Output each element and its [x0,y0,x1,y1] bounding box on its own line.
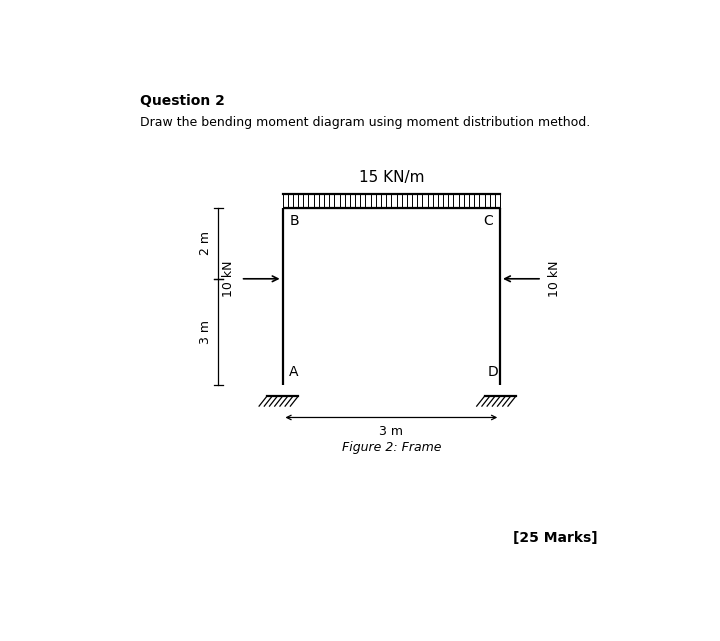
Text: [25 Marks]: [25 Marks] [513,531,598,545]
Text: 10 kN: 10 kN [548,260,561,297]
Text: 10 kN: 10 kN [222,260,235,297]
Text: 3 m: 3 m [199,320,212,344]
Text: 15 KN/m: 15 KN/m [359,170,424,185]
Text: Figure 2: Frame: Figure 2: Frame [341,441,441,454]
Text: B: B [289,213,299,228]
Text: D: D [487,365,498,379]
Text: Question 2: Question 2 [140,94,225,108]
Text: 2 m: 2 m [199,231,212,255]
Text: Draw the bending moment diagram using moment distribution method.: Draw the bending moment diagram using mo… [140,117,590,129]
Text: A: A [289,365,299,379]
Text: C: C [484,213,493,228]
Text: 3 m: 3 m [379,426,403,438]
